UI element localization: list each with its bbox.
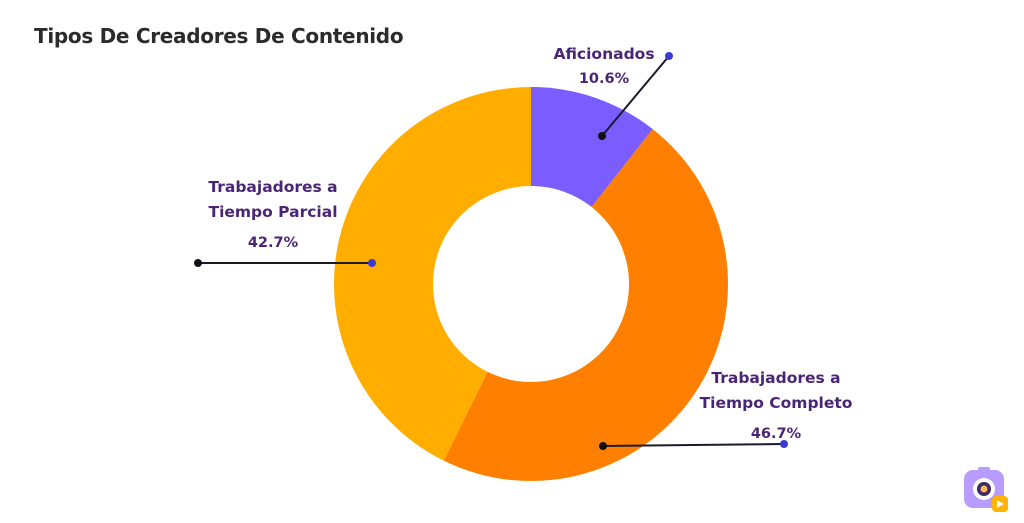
value-label-trabajadores-a-tiempo-completo: 46.7% (750, 426, 802, 442)
label-line: Trabajadores a (711, 369, 841, 387)
leader-dot-aficionados (598, 132, 606, 140)
value-label-aficionados: 10.6% (578, 71, 630, 87)
label-aficionados: Aficionados 10.6% (553, 42, 654, 92)
donut-hole (433, 186, 629, 382)
camera-app-icon (964, 467, 1008, 512)
value-label-trabajadores-a-tiempo-parcial: 42.7% (247, 235, 299, 251)
leader-dot-trabajadores-a-tiempo-completo (599, 442, 607, 450)
leader-line-aficionados (601, 55, 670, 137)
label-line: Tiempo Parcial (208, 203, 338, 221)
leader-end-dot-trabajadores-a-tiempo-completo (780, 440, 788, 448)
label-trabajadores-a-tiempo-completo: Trabajadores a Tiempo Completo 46.7% (700, 366, 853, 447)
label-line: Tiempo Completo (699, 394, 853, 412)
leader-dot-trabajadores-a-tiempo-parcial (368, 259, 376, 267)
leader-end-dot-aficionados (665, 52, 673, 60)
label-line: Trabajadores a (208, 178, 338, 196)
leader-end-dot-trabajadores-a-tiempo-parcial (194, 259, 202, 267)
leader-line-trabajadores-a-tiempo-completo (602, 443, 785, 447)
label-line: Aficionados (553, 45, 655, 63)
label-trabajadores-a-tiempo-parcial: Trabajadores a Tiempo Parcial 42.7% (208, 175, 337, 256)
chart-title: Tipos De Creadores De Contenido (34, 24, 404, 48)
